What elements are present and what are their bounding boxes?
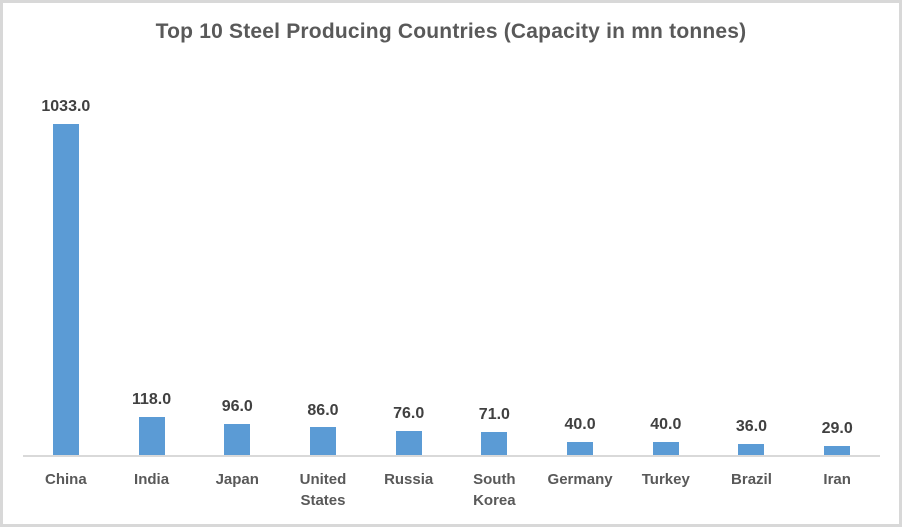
bar-value-label: 86.0 [307, 401, 339, 419]
category-label: South Korea [473, 471, 516, 509]
category-label: United States [299, 471, 347, 509]
bar [309, 427, 336, 455]
bar-slot: 71.0 [452, 82, 538, 455]
bar-slot: 118.0 [109, 82, 195, 455]
bars-row: 1033.0 118.0 96.0 86.0 76.0 71.0 40.0 40.0 36.0 2… [23, 82, 880, 455]
bar [224, 424, 251, 455]
bar-slot: 40.0 [537, 82, 623, 455]
category-label: Turkey [641, 471, 690, 488]
bar-value-label: 96.0 [221, 398, 253, 416]
category-label: Iran [823, 471, 851, 488]
bar-value-label: 36.0 [735, 417, 768, 435]
bar-value-label: 76.0 [393, 404, 425, 422]
category-label: Brazil [731, 471, 772, 488]
bar-slot: 96.0 [194, 82, 280, 455]
bar-slot: 40.0 [623, 82, 709, 455]
category-label: China [45, 471, 87, 488]
bar [138, 417, 165, 455]
chart-title: Top 10 Steel Producing Countries (Capaci… [155, 20, 747, 43]
plot-area: 1033.0 118.0 96.0 86.0 76.0 71.0 40.0 40.0 36.0 2… [23, 82, 880, 457]
bar-slot: 86.0 [280, 82, 366, 455]
bar-value-label: 1033.0 [41, 98, 91, 116]
bar-slot: 36.0 [709, 82, 795, 455]
category-label: Japan [215, 471, 259, 488]
bar-value-label: 118.0 [131, 391, 172, 409]
bar-slot: 29.0 [794, 82, 880, 455]
bar-value-label: 40.0 [650, 416, 682, 434]
bar [824, 445, 851, 455]
bar [481, 432, 508, 455]
category-label: Russia [384, 471, 434, 488]
bar [52, 124, 79, 455]
bar [652, 442, 679, 455]
bar-slot: 76.0 [366, 82, 452, 455]
bar [738, 443, 765, 455]
bar-value-label: 29.0 [821, 419, 853, 437]
bar [567, 442, 594, 455]
bar-slot: 1033.0 [23, 82, 109, 455]
category-label: India [134, 471, 170, 488]
bar [395, 430, 422, 455]
category-axis-labels: China India Japan United States Russia South … [23, 469, 880, 511]
bar-value-label: 71.0 [478, 406, 510, 424]
category-label: Germany [547, 471, 613, 488]
bar-value-label: 40.0 [564, 416, 596, 434]
